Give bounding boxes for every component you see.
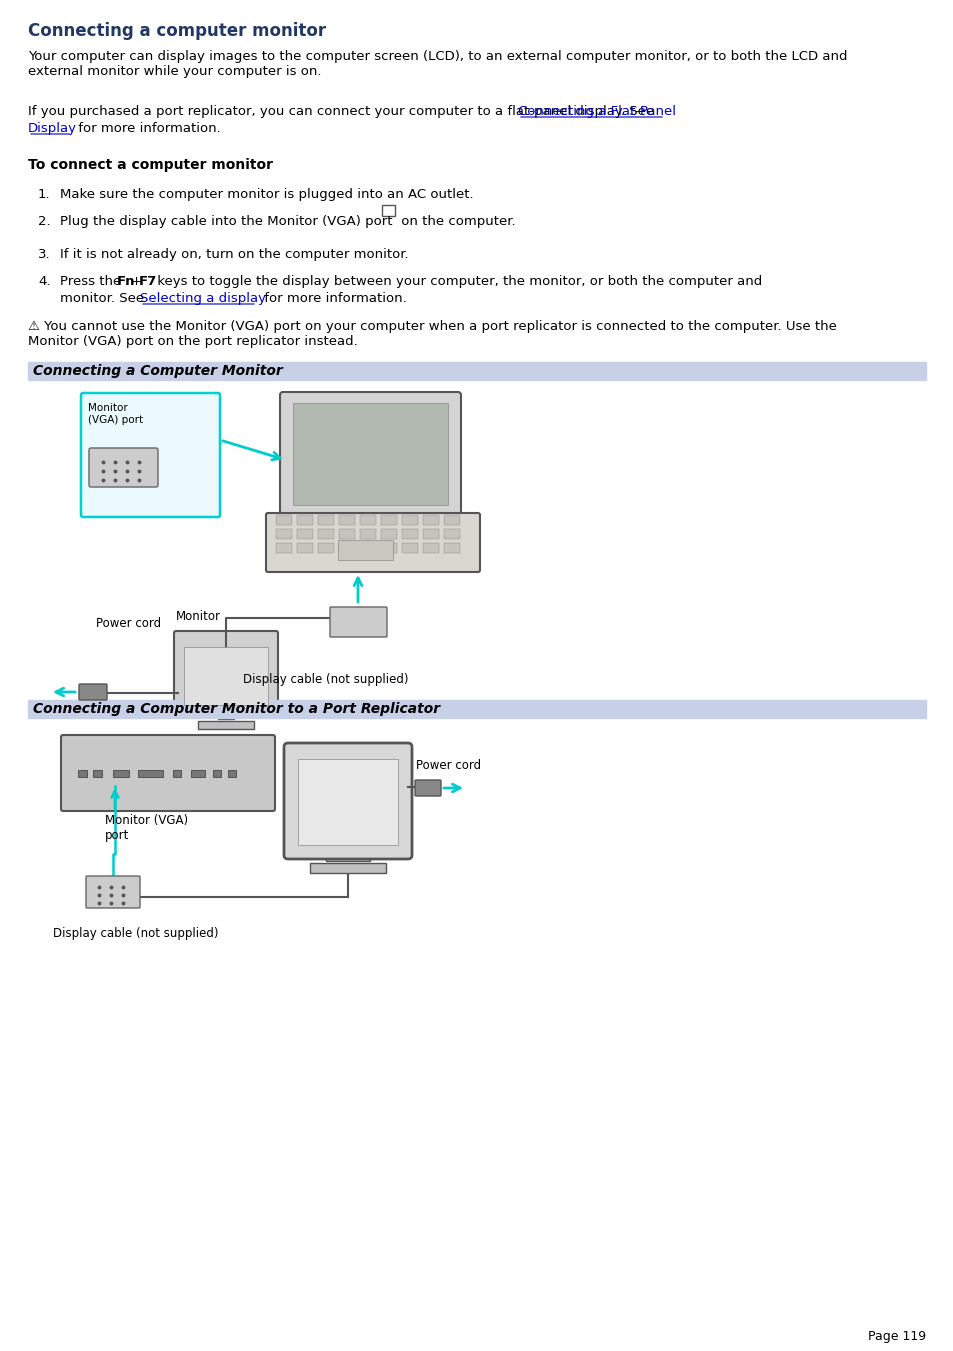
Bar (138, 770, 163, 777)
FancyBboxPatch shape (330, 607, 387, 638)
Text: 1.: 1. (38, 188, 51, 201)
Bar (275, 515, 292, 526)
FancyBboxPatch shape (61, 735, 274, 811)
FancyBboxPatch shape (266, 513, 479, 571)
Bar (359, 515, 375, 526)
Text: keys to toggle the display between your computer, the monitor, or both the compu: keys to toggle the display between your … (152, 276, 761, 288)
FancyBboxPatch shape (89, 449, 158, 486)
Bar (92, 770, 102, 777)
Bar (228, 770, 235, 777)
Text: Connecting a Flat-Panel: Connecting a Flat-Panel (517, 105, 676, 118)
FancyBboxPatch shape (173, 631, 277, 715)
Bar (296, 515, 313, 526)
Bar (293, 403, 448, 505)
FancyBboxPatch shape (86, 875, 140, 908)
Text: Fn: Fn (117, 276, 135, 288)
Bar (28, 362, 925, 380)
Text: Display cable (not supplied): Display cable (not supplied) (53, 927, 218, 940)
Text: If you purchased a port replicator, you can connect your computer to a flat-pane: If you purchased a port replicator, you … (28, 105, 658, 118)
Text: Monitor
(VGA) port: Monitor (VGA) port (88, 403, 143, 424)
Bar (275, 543, 292, 553)
Text: 3.: 3. (38, 249, 51, 261)
Bar (317, 515, 334, 526)
Bar (338, 530, 355, 539)
Bar (184, 647, 268, 705)
Text: Your computer can display images to the computer screen (LCD), to an external co: Your computer can display images to the … (28, 50, 846, 78)
Text: Press the: Press the (60, 276, 126, 288)
Bar (401, 515, 417, 526)
Bar (422, 530, 438, 539)
Text: Selecting a display: Selecting a display (140, 292, 266, 305)
Bar (275, 530, 292, 539)
Bar (296, 530, 313, 539)
Text: Connecting a Computer Monitor: Connecting a Computer Monitor (33, 363, 282, 378)
Text: for more information.: for more information. (74, 122, 220, 135)
Text: on the computer.: on the computer. (396, 215, 515, 228)
Text: Plug the display cable into the Monitor (VGA) port: Plug the display cable into the Monitor … (60, 215, 396, 228)
Text: monitor. See: monitor. See (60, 292, 149, 305)
Bar (359, 543, 375, 553)
Text: Power cord: Power cord (416, 759, 480, 771)
Text: ⚠ You cannot use the Monitor (VGA) port on your computer when a port replicator : ⚠ You cannot use the Monitor (VGA) port … (28, 320, 836, 349)
FancyBboxPatch shape (280, 392, 460, 517)
Text: for more information.: for more information. (260, 292, 406, 305)
Bar (338, 515, 355, 526)
Bar (172, 770, 181, 777)
FancyBboxPatch shape (79, 684, 107, 700)
Text: Display cable (not supplied): Display cable (not supplied) (243, 673, 408, 686)
Bar (218, 711, 233, 719)
Bar (213, 770, 221, 777)
Bar (401, 543, 417, 553)
Text: Make sure the computer monitor is plugged into an AC outlet.: Make sure the computer monitor is plugge… (60, 188, 473, 201)
Text: F7: F7 (139, 276, 157, 288)
Text: Monitor (VGA)
port: Monitor (VGA) port (105, 815, 188, 842)
Bar (337, 540, 393, 561)
Bar (380, 515, 396, 526)
Bar (326, 851, 370, 861)
Bar (63, 757, 273, 784)
Bar (198, 721, 253, 730)
Text: Connecting a computer monitor: Connecting a computer monitor (28, 22, 326, 41)
Bar (338, 543, 355, 553)
Bar (297, 759, 397, 844)
Bar (317, 530, 334, 539)
Text: If it is not already on, turn on the computer monitor.: If it is not already on, turn on the com… (60, 249, 408, 261)
FancyBboxPatch shape (284, 743, 412, 859)
Text: 2.: 2. (38, 215, 51, 228)
Bar (317, 543, 334, 553)
Bar (443, 543, 459, 553)
Bar (191, 770, 205, 777)
Bar (422, 543, 438, 553)
Text: To connect a computer monitor: To connect a computer monitor (28, 158, 273, 172)
Bar (112, 770, 129, 777)
Bar (381, 205, 395, 216)
Bar (359, 530, 375, 539)
Bar (28, 700, 925, 717)
Text: Page 119: Page 119 (867, 1329, 925, 1343)
Bar (443, 530, 459, 539)
Bar (380, 543, 396, 553)
Bar (310, 863, 386, 873)
Text: Power cord: Power cord (96, 617, 161, 630)
Text: Connecting a Computer Monitor to a Port Replicator: Connecting a Computer Monitor to a Port … (33, 703, 439, 716)
Text: +: + (131, 276, 142, 288)
Text: Monitor: Monitor (175, 611, 221, 623)
Bar (296, 543, 313, 553)
FancyBboxPatch shape (81, 393, 220, 517)
Bar (422, 515, 438, 526)
Bar (78, 770, 87, 777)
Text: Display: Display (28, 122, 77, 135)
Bar (401, 530, 417, 539)
Bar (380, 530, 396, 539)
FancyBboxPatch shape (415, 780, 440, 796)
Bar (443, 515, 459, 526)
Text: 4.: 4. (38, 276, 51, 288)
